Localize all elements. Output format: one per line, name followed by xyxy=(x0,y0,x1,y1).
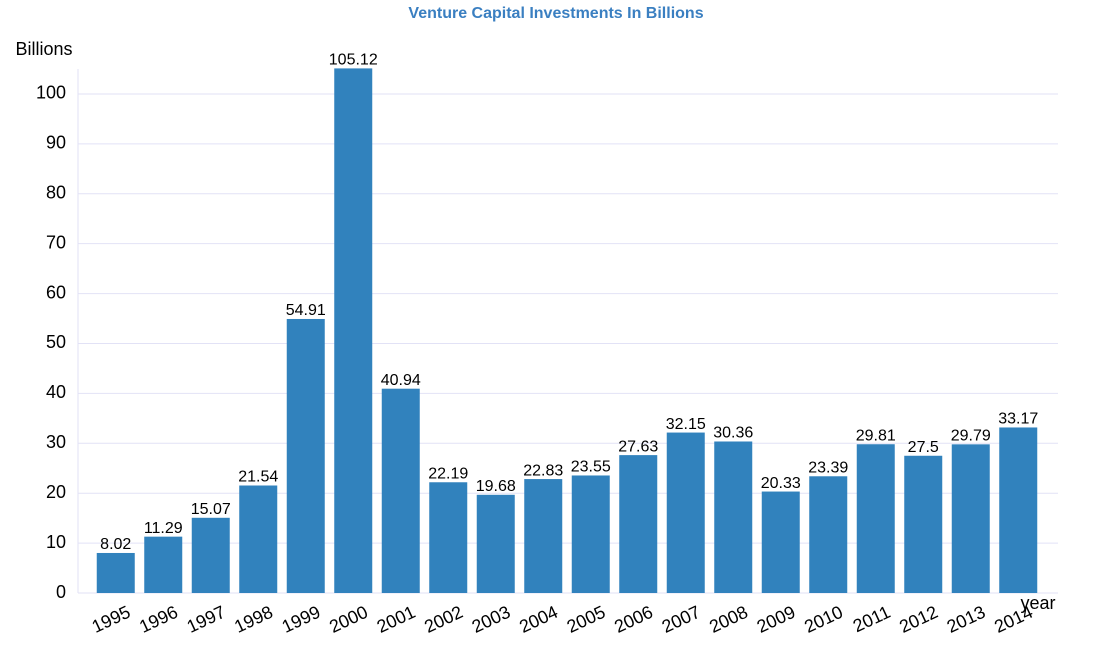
bar xyxy=(96,552,135,593)
y-tick-label: 50 xyxy=(46,332,66,352)
x-tick-label: 2002 xyxy=(421,602,466,637)
value-label: 8.02 xyxy=(100,536,131,553)
x-tick-label: 2014 xyxy=(991,602,1036,637)
value-label: 33.17 xyxy=(998,411,1038,428)
bar xyxy=(904,455,943,593)
bar xyxy=(381,388,420,593)
bar xyxy=(144,536,183,593)
x-tick-label: 2005 xyxy=(564,602,609,637)
y-tick-label: 80 xyxy=(46,183,66,203)
bar xyxy=(619,455,658,593)
value-label: 22.19 xyxy=(428,465,468,482)
x-tick-label: 2011 xyxy=(850,602,894,636)
x-tick-label: 2004 xyxy=(516,602,561,637)
value-label: 105.12 xyxy=(329,52,378,69)
bar xyxy=(809,476,848,593)
y-tick-label: 60 xyxy=(46,282,66,302)
y-tick-label: 30 xyxy=(46,432,66,452)
bar xyxy=(476,494,515,593)
value-label: 32.15 xyxy=(666,416,706,433)
value-label: 27.5 xyxy=(908,439,939,456)
x-axis-label: year xyxy=(1020,593,1055,613)
x-tick-label: 2007 xyxy=(659,602,704,637)
x-tick-label: 1995 xyxy=(89,602,134,637)
value-label: 11.29 xyxy=(144,520,183,537)
chart-title: Venture Capital Investments In Billions xyxy=(408,5,703,22)
value-label: 22.83 xyxy=(523,462,563,479)
x-tick-label: 2000 xyxy=(326,602,371,637)
value-label: 29.79 xyxy=(951,428,991,445)
value-label: 21.54 xyxy=(238,469,278,486)
x-tick-label: 2006 xyxy=(611,602,656,637)
y-tick-label: 0 xyxy=(56,582,66,602)
value-label: 20.33 xyxy=(761,475,801,492)
value-label: 23.39 xyxy=(808,459,848,476)
bar xyxy=(714,441,753,593)
value-label: 29.81 xyxy=(856,427,896,444)
y-tick-label: 100 xyxy=(36,83,66,103)
bar xyxy=(856,444,895,593)
x-tick-label: 1996 xyxy=(136,602,181,637)
x-tick-label: 2008 xyxy=(706,602,751,637)
y-tick-label: 10 xyxy=(46,532,66,552)
x-tick-label: 2010 xyxy=(801,602,846,637)
value-label: 23.55 xyxy=(571,459,611,476)
x-tick-label: 2012 xyxy=(896,602,941,637)
y-axis-label: Billions xyxy=(15,39,72,59)
x-tick-label: 1999 xyxy=(279,602,324,637)
x-tick-label: 2003 xyxy=(469,602,514,637)
value-label: 30.36 xyxy=(713,425,753,442)
y-tick-label: 90 xyxy=(46,133,66,153)
value-label: 40.94 xyxy=(381,372,421,389)
x-tick-label: 2001 xyxy=(374,602,419,637)
bar xyxy=(191,517,230,593)
bar xyxy=(761,491,800,593)
value-label: 27.63 xyxy=(618,438,658,455)
bar xyxy=(429,482,468,593)
y-tick-label: 20 xyxy=(46,482,66,502)
x-tick-label: 1998 xyxy=(231,602,276,637)
y-tick-label: 40 xyxy=(46,382,66,402)
bar xyxy=(571,475,610,593)
bar xyxy=(334,68,373,594)
value-label: 15.07 xyxy=(191,501,231,518)
x-tick-label: 2013 xyxy=(944,602,989,637)
bar xyxy=(951,444,990,593)
y-tick-label: 70 xyxy=(46,232,66,252)
x-tick-label: 2009 xyxy=(754,602,799,637)
bar xyxy=(239,485,278,593)
bar xyxy=(999,427,1038,593)
bar xyxy=(524,479,563,593)
bar xyxy=(666,432,705,593)
value-label: 19.68 xyxy=(476,478,516,495)
value-label: 54.91 xyxy=(286,302,326,319)
x-tick-label: 1997 xyxy=(184,602,229,637)
bar xyxy=(286,318,325,593)
